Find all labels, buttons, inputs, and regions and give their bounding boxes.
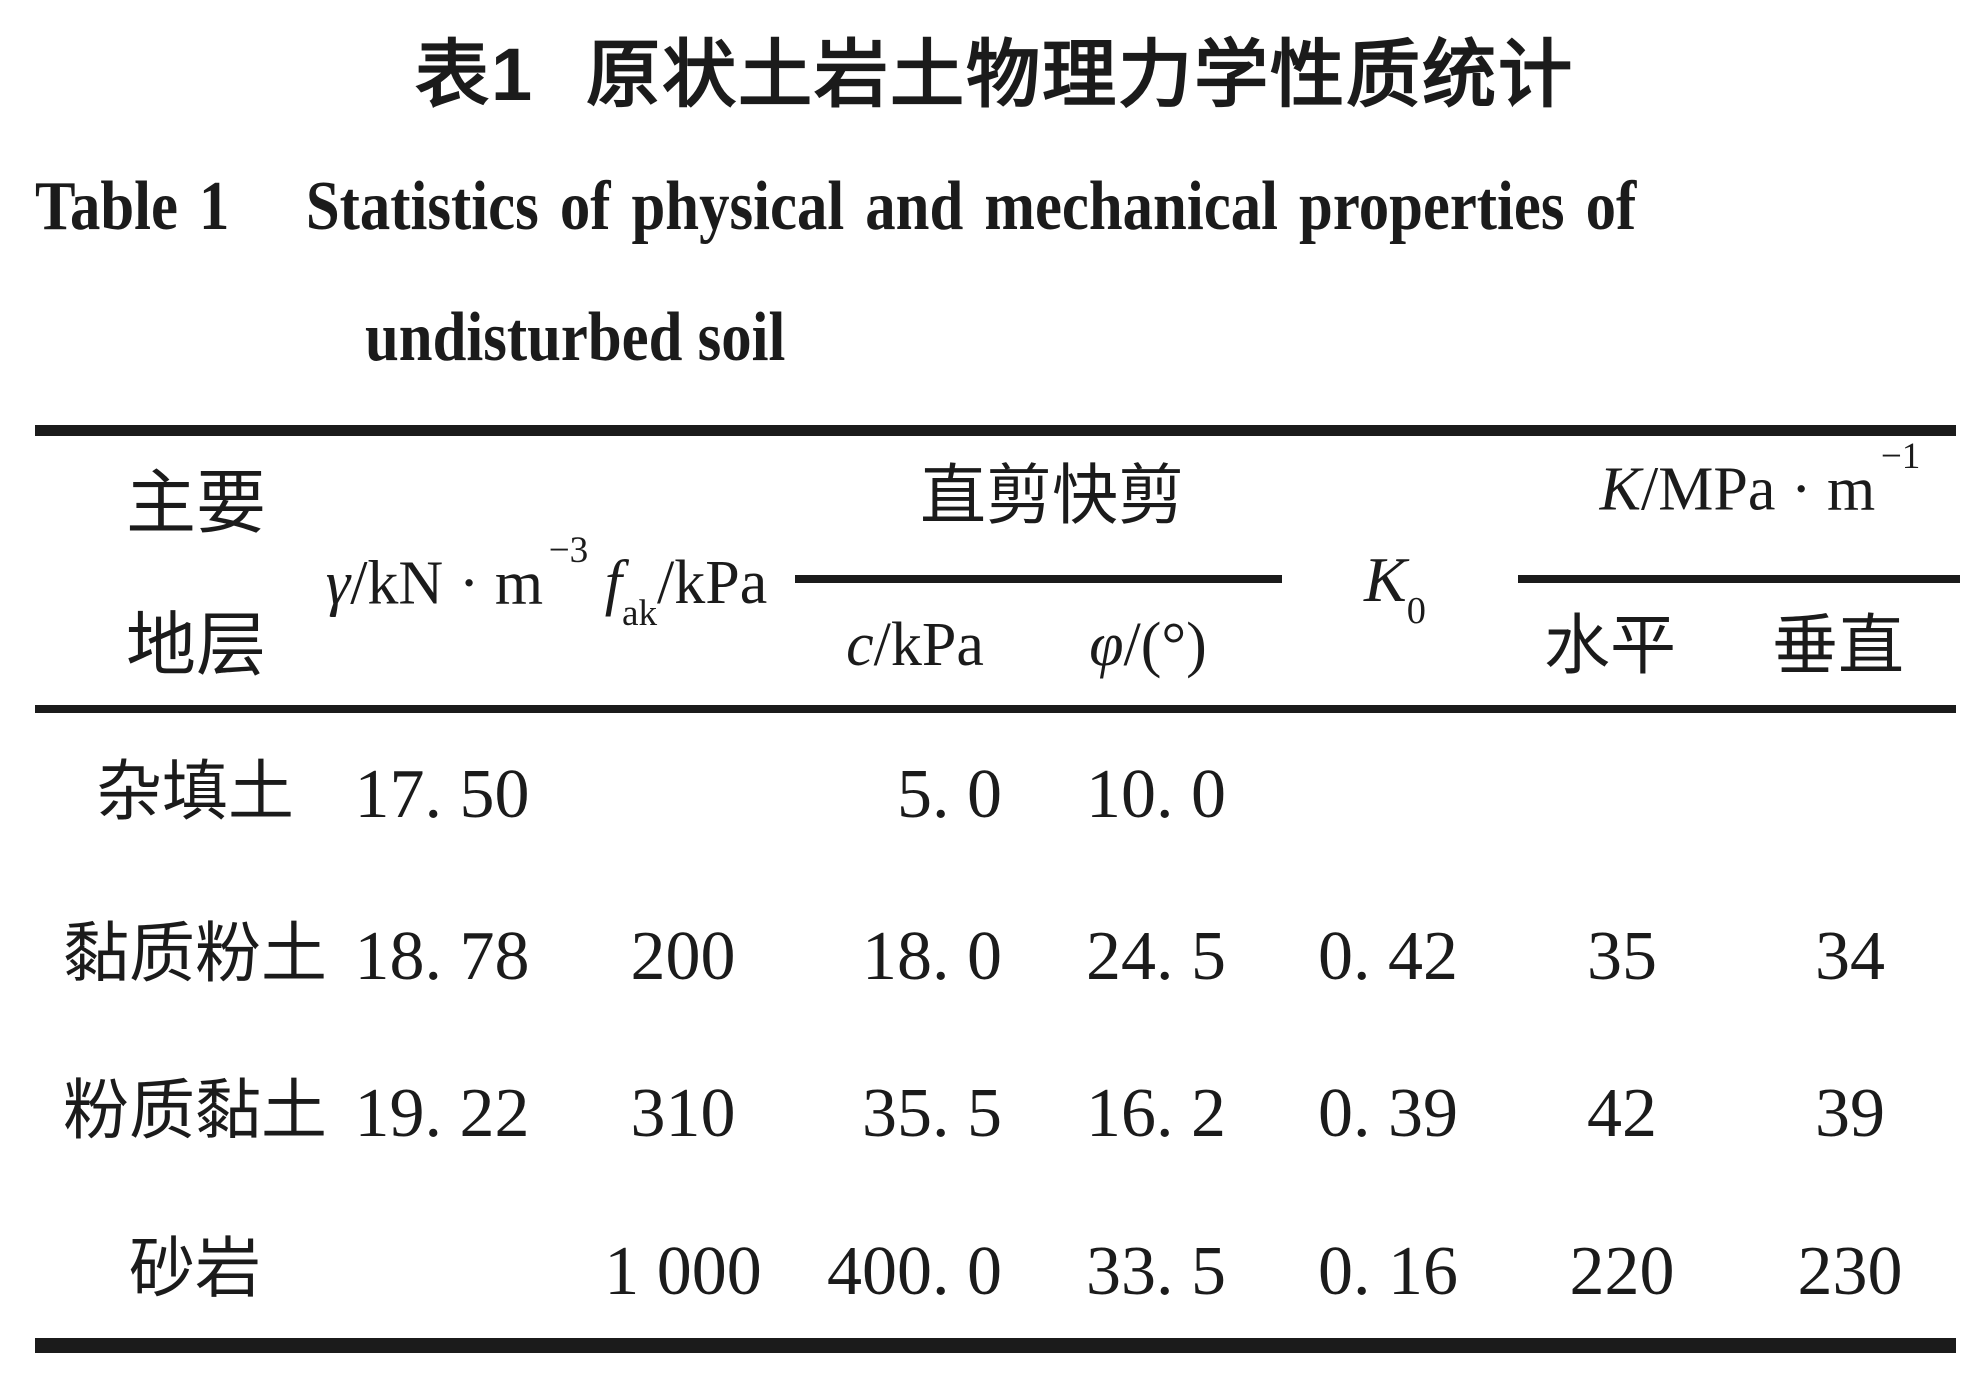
- cell-phi: 24. 5: [1086, 918, 1226, 995]
- header-cohesion: c/kPa: [846, 614, 984, 676]
- cell-k0: 0. 42: [1318, 918, 1458, 995]
- header-friction-angle: φ/(°): [1089, 614, 1207, 676]
- cell-gamma: 18. 78: [354, 918, 530, 995]
- fak-symbol: f: [604, 549, 622, 617]
- table-rule-top: [35, 425, 1956, 436]
- cell-k-vertical: 39: [1815, 1075, 1885, 1152]
- table-rule-header-bottom: [35, 705, 1956, 713]
- cell-k-vertical: 34: [1815, 918, 1885, 995]
- cell-phi: 10. 0: [1086, 756, 1226, 833]
- cell-gamma: 17. 50: [354, 756, 530, 833]
- header-k0: K0: [1364, 548, 1426, 631]
- cell-phi: 16. 2: [1086, 1075, 1226, 1152]
- k-symbol: K: [1599, 455, 1641, 524]
- table-title-zh-label: 表1: [415, 33, 535, 116]
- header-gamma: γ/kN · m −3: [325, 531, 588, 618]
- header-stratum-line2: 地层: [126, 608, 266, 685]
- cell-stratum: 粉质黏土: [63, 1075, 327, 1148]
- table-title-zh-text: 原状土岩土物理力学性质统计: [586, 33, 1575, 116]
- k-exponent: −1: [1880, 435, 1921, 477]
- k-unit: /MPa · m: [1640, 455, 1876, 524]
- c-unit: /kPa: [873, 611, 984, 679]
- cell-c: 400. 0: [827, 1233, 1002, 1310]
- header-shear-group: 直剪快剪: [920, 460, 1184, 533]
- cell-k-horizontal: 220: [1569, 1233, 1675, 1310]
- c-symbol: c: [846, 611, 874, 679]
- cell-k-vertical: 230: [1797, 1233, 1903, 1310]
- table-rule-shear-group: [795, 575, 1282, 583]
- cell-c: 5. 0: [897, 756, 1002, 833]
- cell-fak: 200: [630, 918, 736, 995]
- cell-k-horizontal: 42: [1587, 1075, 1657, 1152]
- table-rule-bottom: [35, 1338, 1956, 1353]
- header-fak: fak/kPa: [604, 549, 768, 632]
- table-rule-k-group: [1518, 575, 1960, 583]
- header-k-vertical: 垂直: [1772, 610, 1904, 683]
- cell-stratum: 杂填土: [96, 756, 294, 829]
- gamma-unit: /kN · m: [350, 549, 544, 618]
- cell-gamma: 19. 22: [354, 1075, 530, 1152]
- fak-subscript: ak: [621, 592, 658, 634]
- cell-k-horizontal: 35: [1587, 918, 1657, 995]
- phi-unit: /(°): [1123, 611, 1207, 679]
- cell-c: 18. 0: [862, 918, 1002, 995]
- cell-c: 35. 5: [862, 1075, 1002, 1152]
- cell-k0: 0. 16: [1318, 1233, 1458, 1310]
- cell-phi: 33. 5: [1086, 1233, 1226, 1310]
- header-stratum-line1: 主要: [126, 466, 266, 543]
- gamma-symbol: γ: [325, 549, 351, 618]
- cell-fak: 310: [630, 1075, 736, 1152]
- table-title-zh: 表1 原状土岩土物理力学性质统计: [415, 38, 1574, 112]
- cell-stratum: 黏质粉土: [63, 918, 327, 991]
- fak-unit: /kPa: [657, 549, 768, 617]
- table-title-en-line2: undisturbed soil: [365, 299, 786, 376]
- table-title-en: Table 1 Statistics of physical and mechan…: [35, 172, 1636, 241]
- cell-fak: 1 000: [604, 1233, 762, 1310]
- header-k-horizontal: 水平: [1544, 610, 1676, 683]
- k0-subscript: 0: [1406, 590, 1426, 633]
- table-title-en-label: Table 1: [35, 168, 230, 245]
- phi-symbol: φ: [1089, 611, 1124, 679]
- gamma-exponent: −3: [548, 529, 589, 571]
- k0-symbol: K: [1364, 544, 1407, 615]
- cell-stratum: 砂岩: [129, 1233, 261, 1306]
- header-k-group: K/MPa · m −1: [1599, 437, 1921, 524]
- table-title-en-line1: Statistics of physical and mechanical pr…: [305, 168, 1637, 245]
- cell-k0: 0. 39: [1318, 1075, 1458, 1152]
